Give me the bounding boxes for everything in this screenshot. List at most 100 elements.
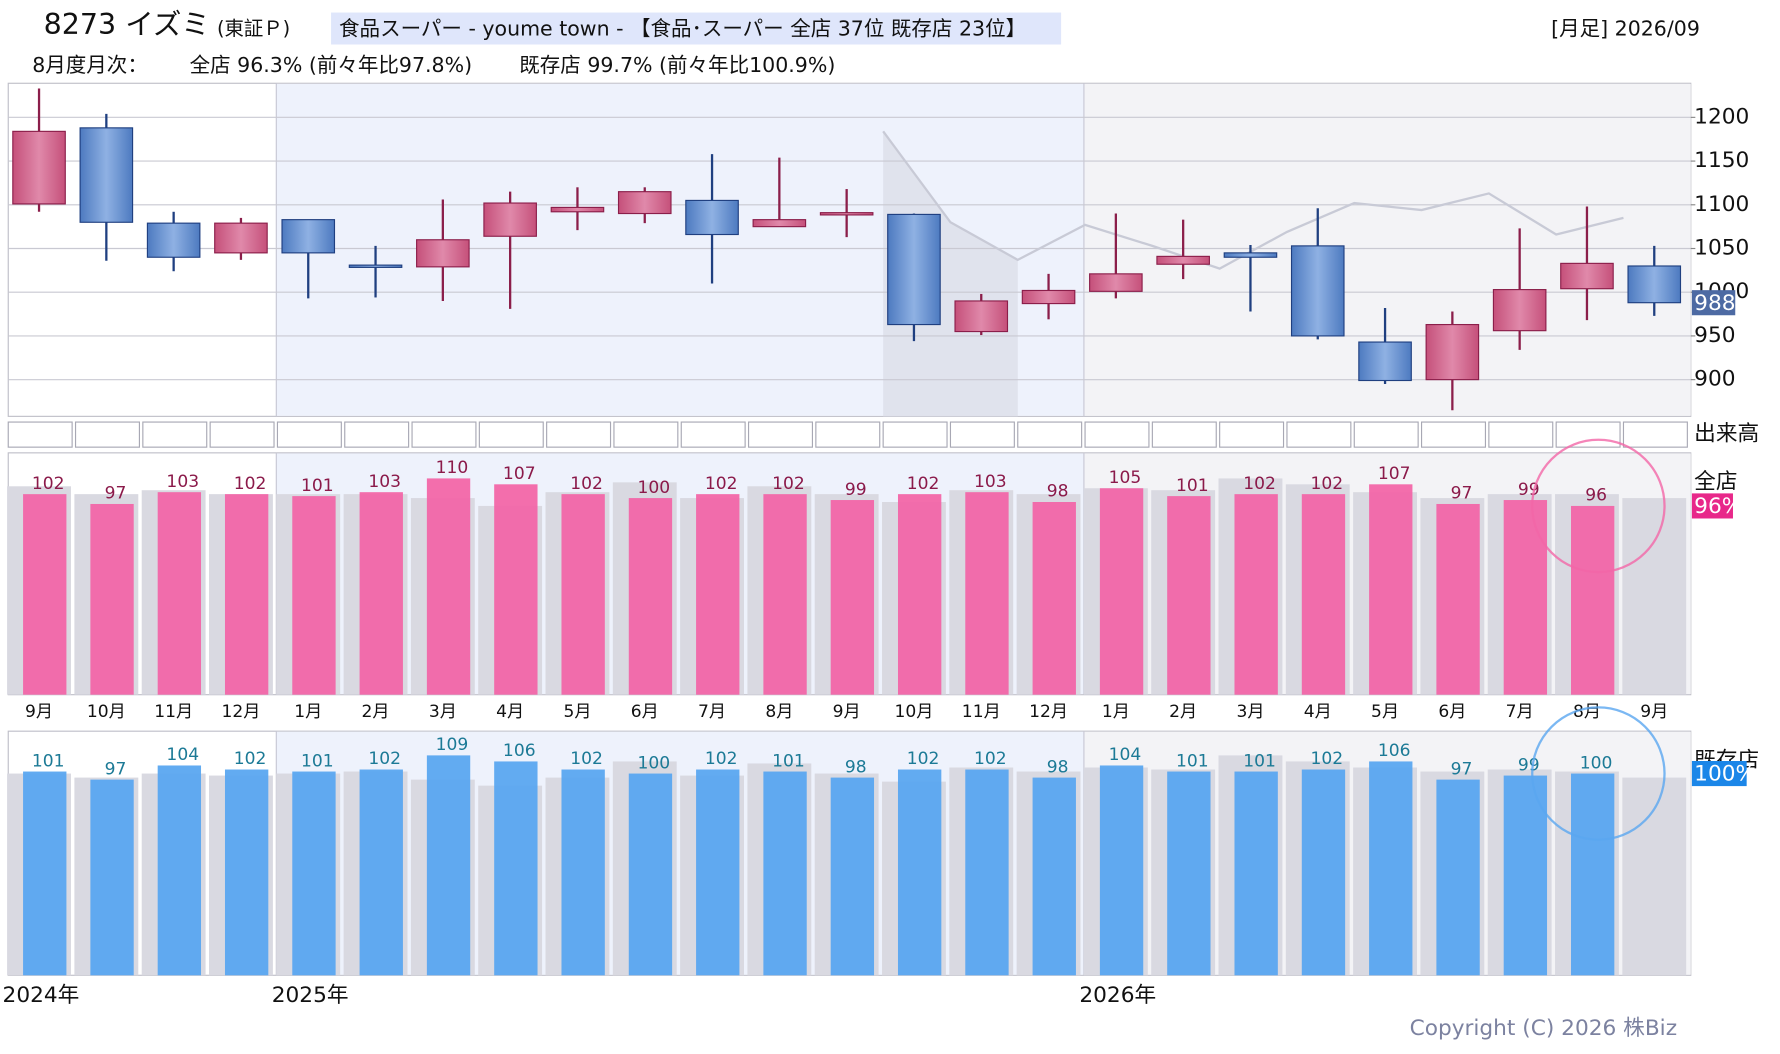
year-label: 2025年 bbox=[272, 983, 349, 1008]
bar-value-label: 107 bbox=[503, 464, 536, 484]
bar-value-label: 97 bbox=[1451, 759, 1473, 779]
bar-value-label: 101 bbox=[301, 476, 334, 496]
bar bbox=[359, 769, 403, 976]
bar-value-label: 97 bbox=[105, 759, 127, 779]
bar bbox=[224, 769, 269, 976]
x-tick-label: 4月 bbox=[496, 702, 524, 722]
bar-value-label: 101 bbox=[1243, 751, 1276, 771]
bar-value-label: 102 bbox=[907, 749, 940, 769]
bar-value-label: 109 bbox=[436, 735, 469, 755]
bar-value-label: 102 bbox=[1243, 474, 1276, 494]
bar bbox=[1301, 769, 1346, 976]
candle-body bbox=[348, 264, 403, 268]
bar bbox=[23, 771, 67, 976]
x-tick-label: 12月 bbox=[1029, 702, 1068, 722]
volume-cell bbox=[478, 421, 544, 448]
volume-cell bbox=[882, 421, 948, 448]
bar-value-label: 104 bbox=[1109, 745, 1142, 765]
candle-body bbox=[483, 202, 537, 237]
candle-body bbox=[1089, 273, 1143, 292]
copyright: Copyright (C) 2026 株Biz bbox=[1410, 1016, 1677, 1041]
bar-value-label: 103 bbox=[166, 472, 199, 492]
bar bbox=[157, 765, 202, 976]
bar-value-label: 97 bbox=[1451, 484, 1473, 504]
bar bbox=[965, 492, 1009, 695]
year-label: 2026年 bbox=[1079, 983, 1156, 1008]
candle-body bbox=[1492, 289, 1547, 332]
y-tick-label: 1200 bbox=[1694, 104, 1749, 129]
bar-value-label: 103 bbox=[368, 472, 401, 492]
candle-body bbox=[617, 191, 672, 215]
bar-value-label: 101 bbox=[772, 751, 805, 771]
bar bbox=[157, 492, 202, 695]
x-tick-label: 7月 bbox=[1506, 702, 1534, 722]
market: (東証Ｐ) bbox=[217, 17, 290, 40]
volume-cell bbox=[142, 421, 208, 448]
bar-value-label: 100 bbox=[638, 753, 671, 773]
bar-value-label: 99 bbox=[1518, 755, 1540, 775]
candle-body bbox=[1425, 323, 1480, 381]
bar bbox=[696, 769, 740, 976]
volume-cell bbox=[74, 421, 140, 448]
x-tick-label: 9月 bbox=[25, 702, 53, 722]
bar bbox=[1369, 484, 1413, 695]
x-tick-label: 10月 bbox=[895, 702, 934, 722]
price-badge bbox=[1691, 290, 1736, 316]
volume-cell bbox=[1353, 421, 1419, 448]
industry: 食品スーパー - youme town - 【食品･スーパー 全店 37位 既存… bbox=[339, 17, 1026, 41]
volume-cell bbox=[747, 421, 814, 448]
bar bbox=[1099, 488, 1144, 695]
x-tick-label: 3月 bbox=[1236, 702, 1264, 722]
industry-highlight bbox=[331, 12, 1062, 45]
bar-value-label: 102 bbox=[234, 749, 267, 769]
candle-body bbox=[1627, 265, 1682, 304]
volume-cell bbox=[1488, 421, 1554, 448]
bar-value-label: 99 bbox=[1518, 480, 1540, 500]
x-tick-label: 6月 bbox=[1438, 702, 1466, 722]
candle-body bbox=[1358, 341, 1412, 382]
bar-value-label: 102 bbox=[570, 749, 603, 769]
candle-body bbox=[550, 206, 605, 213]
volume-cell bbox=[546, 421, 612, 448]
bar bbox=[897, 494, 942, 695]
bar-value-label: 110 bbox=[436, 458, 469, 478]
bar bbox=[965, 769, 1009, 976]
candle-body bbox=[819, 212, 874, 216]
bar bbox=[494, 484, 538, 695]
x-tick-label: 11月 bbox=[962, 702, 1001, 722]
highlight-circle bbox=[1531, 438, 1666, 574]
volume-cell bbox=[411, 421, 477, 448]
bar-value-label: 102 bbox=[234, 474, 267, 494]
current-badge bbox=[1691, 761, 1747, 787]
bar bbox=[1234, 771, 1278, 976]
volume-cell bbox=[1084, 421, 1150, 448]
x-tick-label: 5月 bbox=[1371, 702, 1399, 722]
bar bbox=[426, 755, 471, 976]
bar bbox=[292, 771, 336, 976]
bar bbox=[1099, 765, 1144, 976]
bar-value-label: 101 bbox=[1176, 751, 1209, 771]
bar bbox=[1436, 503, 1480, 695]
x-tick-label: 7月 bbox=[698, 702, 726, 722]
bar-value-label: 97 bbox=[105, 484, 127, 504]
bar-value-label: 98 bbox=[1047, 482, 1069, 502]
volume-cell bbox=[209, 421, 275, 448]
bar-value-label: 106 bbox=[503, 741, 536, 761]
x-tick-label: 10月 bbox=[87, 702, 126, 722]
bar-value-label: 100 bbox=[1580, 753, 1613, 773]
bar-value-label: 104 bbox=[166, 745, 199, 765]
bar bbox=[1167, 496, 1211, 695]
bar-value-label: 102 bbox=[1311, 474, 1344, 494]
current-badge-label: 96% bbox=[1694, 494, 1742, 519]
summary-label: 8月度月次： bbox=[32, 53, 148, 77]
bar-value-label: 99 bbox=[845, 480, 867, 500]
previous-bar bbox=[1622, 498, 1687, 695]
bar-value-label: 106 bbox=[1378, 741, 1411, 761]
x-tick-label: 2月 bbox=[362, 702, 390, 722]
bar-value-label: 107 bbox=[1378, 464, 1411, 484]
year-label: 2024年 bbox=[3, 983, 80, 1008]
candle-body bbox=[1560, 262, 1614, 290]
bar bbox=[224, 494, 269, 695]
bar bbox=[90, 779, 134, 976]
volume-cell bbox=[680, 421, 746, 448]
